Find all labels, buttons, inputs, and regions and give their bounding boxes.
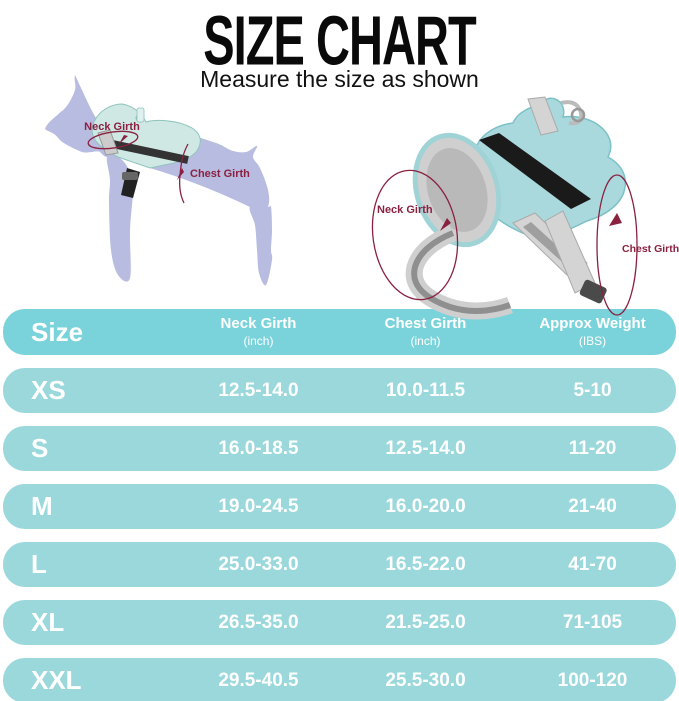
svg-text:Neck Girth: Neck Girth <box>377 204 433 216</box>
svg-text:Neck Girth: Neck Girth <box>84 121 140 133</box>
svg-text:Chest Girth: Chest Girth <box>190 168 250 180</box>
svg-text:Chest Girth: Chest Girth <box>622 243 679 255</box>
